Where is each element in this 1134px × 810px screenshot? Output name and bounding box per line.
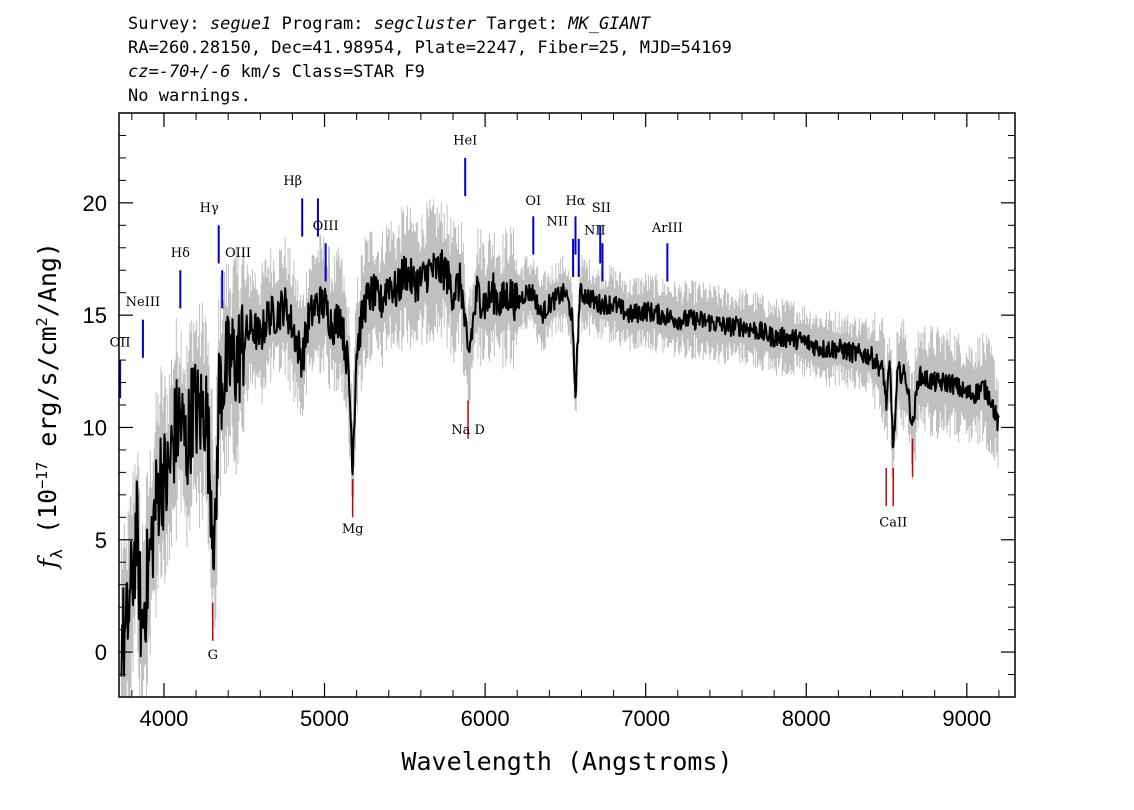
program-label: Program:	[281, 14, 364, 34]
target-value: MK_GIANT	[568, 14, 651, 34]
spectral-line-label: OI	[525, 194, 541, 209]
spectral-line-label: Na D	[451, 423, 485, 438]
error-band-layer	[120, 199, 999, 697]
y-label-mid: erg/s/cm	[33, 326, 62, 461]
spectral-line-label: Hδ	[171, 246, 190, 261]
spectral-line-label: ArIII	[651, 221, 683, 236]
spectral-line-label: HeI	[453, 133, 477, 148]
axis-ticks: 4000 5000 6000 7000 8000 9000 0 5 10 15 20	[83, 112, 1015, 731]
spectral-line-label: Hα	[565, 194, 585, 209]
spectral-line-label: CaII	[879, 515, 907, 530]
header-line-survey: Survey: segue1 Program: segcluster Targe…	[128, 12, 1108, 36]
spectral-line-label: NII	[584, 223, 606, 238]
x-tick-label: 8000	[782, 706, 831, 731]
redshift-value: cz=-70+/-6	[128, 62, 231, 82]
y-label-sub: λ	[47, 549, 66, 559]
y-axis-label: fλ (10−17 erg/s/cm2/Ang)	[33, 242, 66, 570]
y-tick-label: 0	[95, 640, 107, 665]
y-tick-label: 10	[83, 415, 107, 440]
spectral-line-label: OIII	[313, 219, 339, 234]
x-tick-label: 7000	[621, 706, 670, 731]
program-value: segcluster	[373, 14, 477, 34]
x-tick-label: 9000	[942, 706, 991, 731]
target-label: Target:	[486, 14, 558, 34]
y-label-post: /Ang)	[33, 242, 62, 317]
header-line-warnings: No warnings.	[128, 86, 251, 106]
x-axis-label: Wavelength (Angstroms)	[401, 747, 732, 776]
spectrum-header: Survey: segue1 Program: segcluster Targe…	[128, 12, 1108, 108]
y-label-sup2: 2	[33, 317, 51, 326]
y-tick-label: 20	[83, 191, 107, 216]
header-line-redshift: cz=-70+/-6 km/s Class=STAR F9	[128, 60, 1108, 84]
error-band	[120, 199, 999, 697]
spectral-line-label: G	[208, 648, 218, 663]
spectral-line-label: Hβ	[283, 174, 302, 189]
spectral-line-label: Hγ	[200, 201, 219, 216]
survey-value: segue1	[209, 14, 272, 34]
spectral-line-label: OII	[110, 336, 131, 351]
y-tick-label: 15	[83, 303, 107, 328]
y-tick-label: 5	[95, 528, 107, 553]
y-label-f: f	[33, 555, 62, 570]
class-value: km/s Class=STAR F9	[230, 62, 425, 82]
spectrum-line	[120, 249, 1000, 677]
spectral-line-label: OIII	[225, 246, 251, 261]
spectral-line-label: Mg	[342, 522, 364, 537]
spectral-line-label: NII	[547, 214, 569, 229]
x-tick-label: 4000	[139, 706, 188, 731]
y-label-pre: (10	[33, 489, 62, 549]
header-line-coordinates: RA=260.28150, Dec=41.98954, Plate=2247, …	[128, 38, 732, 58]
spectral-line-label: NeIII	[126, 295, 160, 310]
spectrum-layer	[120, 249, 1000, 677]
spectral-line-labels: OII NeIII Hδ Hγ OIII Hβ OIII HeI OI NII Hα NII SII Ar…	[110, 133, 908, 662]
y-label-sup1: −17	[33, 462, 51, 489]
spectral-line-label: SII	[592, 201, 611, 216]
x-tick-label: 5000	[300, 706, 349, 731]
x-tick-label: 6000	[461, 706, 510, 731]
spectral-line-markers	[119, 157, 914, 641]
survey-label: Survey:	[128, 14, 200, 34]
